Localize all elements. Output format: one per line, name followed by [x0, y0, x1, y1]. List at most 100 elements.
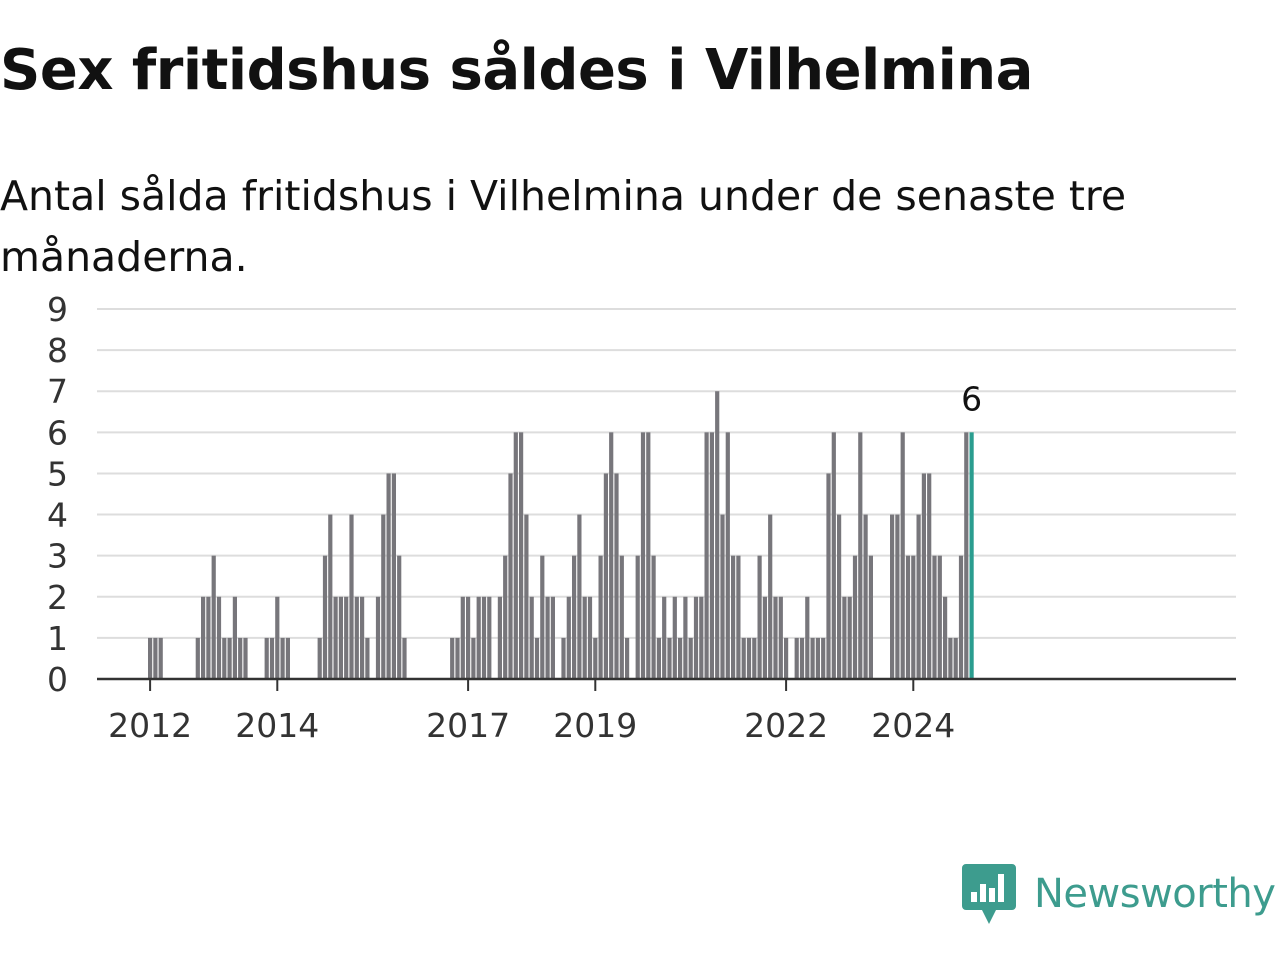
- bar-36: [338, 596, 343, 679]
- bar-33: [322, 555, 328, 679]
- bar-17: [238, 637, 243, 679]
- bar-111: [736, 555, 741, 679]
- bar-23: [269, 637, 275, 679]
- bar-130: [837, 514, 842, 679]
- bar-93: [640, 432, 646, 679]
- bar-44: [381, 514, 386, 679]
- bar-143: [905, 555, 911, 679]
- bar-122: [794, 637, 799, 679]
- bar-140: [890, 514, 895, 679]
- bar-135: [863, 514, 868, 679]
- chart-subtitle: Antal sålda fritidshus i Vilhelmina unde…: [0, 172, 1127, 281]
- bar-105: [704, 432, 709, 679]
- bar-66: [497, 596, 502, 679]
- bar-131: [842, 596, 847, 679]
- bar-38: [349, 514, 354, 679]
- bar-70: [519, 432, 524, 679]
- bar-80: [572, 555, 577, 679]
- x-axis: 2012 2014 2017 2019 2022 2024: [97, 677, 1236, 745]
- bar-109: [725, 432, 730, 679]
- x-tick-label-2014: 2014: [235, 706, 319, 745]
- x-tick-label-2012: 2012: [108, 706, 192, 745]
- bar-83: [587, 596, 593, 679]
- y-tick-label-3: 3: [47, 537, 68, 576]
- bar-118: [773, 596, 778, 679]
- bar-129: [831, 432, 836, 679]
- bar-113: [746, 637, 752, 679]
- bar-15: [227, 637, 232, 679]
- bar-69: [513, 432, 518, 679]
- bar-108: [720, 514, 725, 679]
- bar-chart-speech-icon: [962, 864, 1016, 924]
- bar-155: [969, 432, 974, 679]
- bar-96: [656, 637, 661, 679]
- bar-98: [667, 637, 672, 679]
- y-tick-label-1: 1: [47, 619, 68, 658]
- bar-39: [354, 596, 359, 679]
- bar-11: [206, 596, 211, 679]
- bar-26: [285, 637, 290, 679]
- bar-18: [243, 637, 248, 679]
- bar-125: [810, 637, 815, 679]
- y-tick-label-5: 5: [47, 454, 68, 493]
- bar-103: [693, 596, 699, 679]
- x-tick-label-2017: 2017: [426, 706, 510, 745]
- bar-112: [741, 637, 746, 679]
- bar-75: [545, 596, 550, 679]
- bar-117: [768, 514, 773, 679]
- bar-149: [937, 555, 942, 679]
- bar-141: [895, 514, 900, 679]
- bar-136: [868, 555, 873, 679]
- bar-79: [566, 596, 571, 679]
- bar-104: [699, 596, 704, 679]
- bar-62: [476, 596, 481, 679]
- bar-126: [815, 637, 820, 679]
- bar-101: [683, 596, 688, 679]
- bar-85: [598, 555, 603, 679]
- bar-40: [360, 596, 365, 679]
- bar-94: [646, 432, 651, 679]
- bar-14: [222, 637, 227, 679]
- bar-128: [826, 473, 831, 679]
- bar-10: [201, 596, 206, 679]
- bar-87: [609, 432, 614, 679]
- bar-0: [148, 637, 153, 679]
- bar-73: [534, 637, 540, 679]
- bar-81: [577, 514, 582, 679]
- bar-25: [280, 637, 285, 679]
- bar-46: [391, 473, 396, 679]
- bar-22: [264, 637, 269, 679]
- bar-32: [317, 637, 322, 679]
- bar-47: [397, 555, 402, 679]
- bar-151: [948, 637, 953, 679]
- bar-59: [460, 596, 465, 679]
- bar-116: [762, 596, 767, 679]
- bar-72: [529, 596, 534, 679]
- bar-100: [678, 637, 683, 679]
- bar-148: [932, 555, 937, 679]
- bar-34: [328, 514, 333, 679]
- bar-63: [481, 596, 487, 679]
- bar-127: [821, 637, 826, 679]
- bar-2: [158, 637, 163, 679]
- bar-134: [858, 432, 863, 679]
- bar-58: [455, 637, 460, 679]
- bar-12: [211, 555, 216, 679]
- bar-43: [375, 596, 381, 679]
- brand-name: Newsworthy: [1034, 871, 1276, 917]
- bar-120: [784, 637, 789, 679]
- x-tick-label-2024: 2024: [871, 706, 955, 745]
- bar-147: [927, 473, 932, 679]
- bar-119: [778, 596, 783, 679]
- data-label-last: 6: [961, 379, 982, 418]
- bar-13: [216, 596, 222, 679]
- bar-142: [900, 432, 905, 679]
- bar-84: [593, 637, 598, 679]
- y-tick-label-0: 0: [47, 660, 68, 699]
- bar-48: [402, 637, 407, 679]
- bar-57: [450, 637, 455, 679]
- bar-102: [688, 637, 693, 679]
- bar-124: [805, 596, 810, 679]
- y-tick-label-4: 4: [47, 496, 68, 535]
- y-tick-label-2: 2: [47, 578, 68, 617]
